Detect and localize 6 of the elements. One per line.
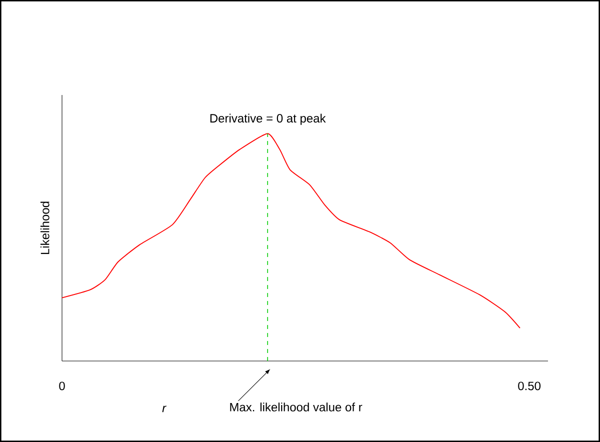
x-tick-label: 0.50 <box>518 382 541 390</box>
text: Max. likelihood value of r <box>230 402 362 412</box>
y-axis-title: Likelihood <box>40 202 50 254</box>
annotation: Derivative = 0 at peak <box>210 114 326 125</box>
x-axis-title: r <box>162 406 166 412</box>
x-tick-label: 0 <box>59 382 65 390</box>
